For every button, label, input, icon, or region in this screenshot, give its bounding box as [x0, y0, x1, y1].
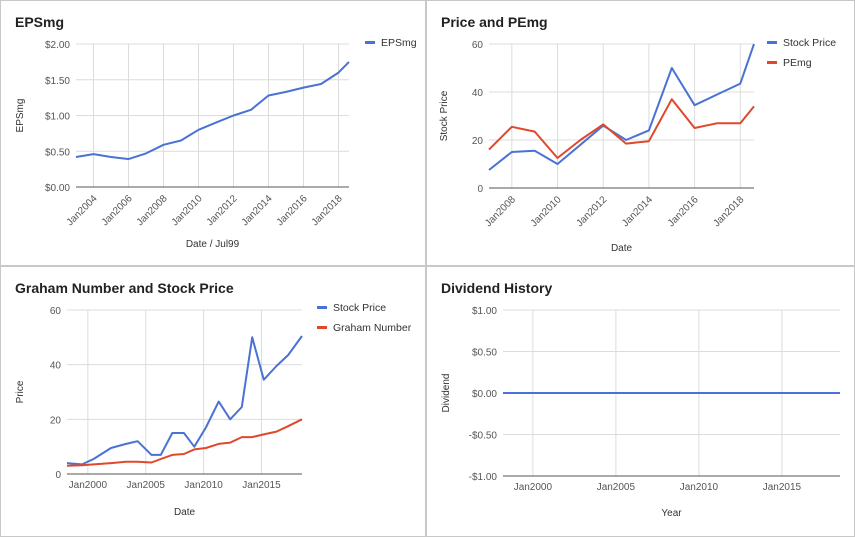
y-tick-label: -$1.00 — [469, 472, 498, 483]
legend-swatch — [317, 306, 327, 309]
x-tick-label: Jan2014 — [620, 194, 655, 229]
x-tick-label: Jan2010 — [184, 480, 223, 491]
x-axis-label: Date / Jul99 — [186, 239, 240, 250]
y-tick-label: 0 — [477, 184, 483, 195]
x-tick-label: Jan2000 — [69, 480, 108, 491]
x-tick-label: Jan2005 — [127, 480, 166, 491]
x-tick-label: Jan2008 — [135, 193, 170, 228]
y-tick-label: $0.50 — [45, 147, 70, 158]
x-tick-label: Jan2012 — [205, 193, 240, 228]
legend-label: Stock Price — [783, 37, 836, 49]
legend-label: Stock Price — [333, 302, 386, 314]
y-tick-label: $0.00 — [45, 183, 70, 194]
chart-svg: Price and PEmg 0 20 40 60 Jan2008 Jan2010 Jan20… — [439, 14, 836, 254]
x-tick-label: Jan2010 — [529, 194, 564, 229]
y-axis-label: Stock Price — [439, 90, 450, 141]
legend-swatch — [767, 61, 777, 64]
x-tick-label: Jan2018 — [712, 194, 747, 229]
x-axis-label: Date — [611, 243, 633, 254]
series-line-0 — [66, 335, 303, 466]
x-tick-label: Jan2012 — [574, 194, 609, 229]
legend-label: EPSmg — [381, 37, 417, 49]
legend-swatch — [767, 41, 777, 44]
x-tick-label: Jan2010 — [170, 193, 205, 228]
y-axis-label: EPSmg — [15, 99, 26, 133]
x-tick-label: Jan2016 — [275, 193, 310, 228]
x-tick-label: Jan2005 — [597, 482, 636, 493]
y-tick-label: 40 — [50, 361, 62, 372]
legend-label: PEmg — [783, 57, 812, 69]
legend-swatch — [317, 326, 327, 329]
x-tick-label: Jan2008 — [483, 194, 518, 229]
chart-svg: Graham Number and Stock Price 0 20 40 60 Jan2… — [15, 280, 412, 518]
series-line-0 — [488, 43, 755, 171]
dividend-chart-panel: Dividend History -$1.00 -$0.50 $0.00 $0.50 $1… — [426, 266, 855, 537]
series-line-0 — [75, 61, 350, 161]
x-tick-label: Jan2015 — [763, 482, 802, 493]
chart-title: Graham Number and Stock Price — [15, 280, 234, 296]
y-tick-label: $1.00 — [45, 112, 70, 123]
eps-chart-panel: EPSmg $0.00 $0.50 $1.00 $1.50 $2.00 Jan2004 Jan… — [0, 0, 426, 266]
x-axis-label: Date — [174, 507, 196, 518]
y-tick-label: 20 — [472, 136, 484, 147]
chart-title: Price and PEmg — [441, 14, 548, 30]
x-tick-label: Jan2016 — [666, 194, 701, 229]
y-tick-label: $0.50 — [472, 348, 497, 359]
series-line-1 — [488, 98, 755, 159]
legend-swatch — [365, 41, 375, 44]
graham-chart-panel: Graham Number and Stock Price 0 20 40 60 Jan2… — [0, 266, 426, 537]
chart-title: Dividend History — [441, 280, 552, 296]
y-tick-label: 20 — [50, 415, 62, 426]
x-tick-label: Jan2015 — [242, 480, 281, 491]
y-tick-label: $0.00 — [472, 389, 497, 400]
legend-label: Graham Number — [333, 322, 412, 334]
y-axis-label: Price — [15, 380, 26, 403]
chart-title: EPSmg — [15, 14, 64, 30]
y-tick-label: 60 — [472, 40, 484, 51]
series-line-1 — [66, 418, 303, 467]
x-tick-label: Jan2006 — [100, 193, 135, 228]
x-tick-label: Jan2004 — [65, 193, 100, 228]
y-tick-label: $2.00 — [45, 40, 70, 51]
y-axis-label: Dividend — [441, 374, 452, 413]
x-tick-label: Jan2014 — [240, 193, 275, 228]
y-tick-label: 40 — [472, 88, 484, 99]
x-tick-label: Jan2018 — [310, 193, 345, 228]
y-tick-label: 0 — [55, 470, 61, 481]
x-axis-label: Year — [661, 508, 682, 519]
price-pe-chart-panel: Price and PEmg 0 20 40 60 Jan2008 Jan2010 Jan20… — [426, 0, 855, 266]
y-tick-label: $1.50 — [45, 76, 70, 87]
x-tick-label: Jan2010 — [680, 482, 719, 493]
x-tick-label: Jan2000 — [514, 482, 553, 493]
y-tick-label: $1.00 — [472, 306, 497, 317]
chart-svg: Dividend History -$1.00 -$0.50 $0.00 $0.50 $1… — [441, 280, 840, 519]
y-tick-label: -$0.50 — [469, 431, 498, 442]
y-tick-label: 60 — [50, 306, 62, 317]
